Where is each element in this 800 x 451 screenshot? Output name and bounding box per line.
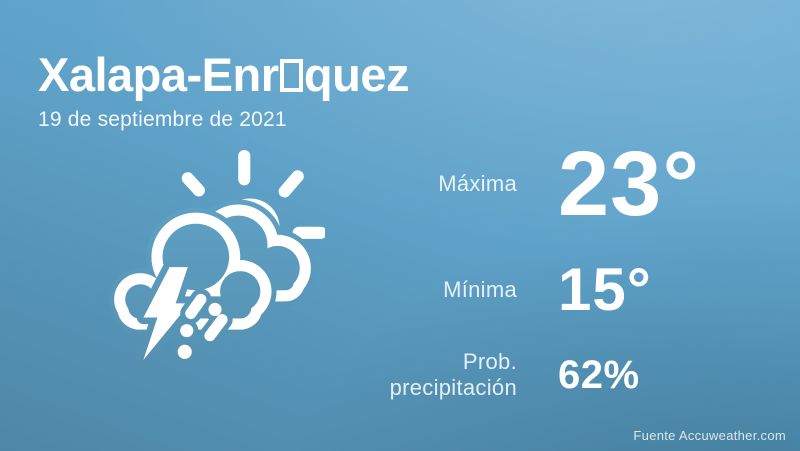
max-temp-row: Máxima 23° bbox=[330, 138, 700, 230]
precipitation-value: 62% bbox=[558, 353, 640, 397]
min-temp-value: 15° bbox=[558, 256, 652, 323]
max-temp-value: 23° bbox=[558, 133, 701, 235]
thunderstorm-sun-icon bbox=[109, 150, 328, 367]
date-text: 19 de septiembre de 2021 bbox=[38, 108, 287, 132]
missing-glyph-box: □ bbox=[279, 58, 303, 92]
weather-condition-icon bbox=[103, 146, 328, 368]
precipitation-row: Prob. precipitación 62% bbox=[330, 343, 640, 407]
max-temp-label: Máxima bbox=[438, 171, 517, 196]
city-title-part1: Xalapa-Enr bbox=[38, 48, 279, 101]
source-credit: Fuente Accuweather.com bbox=[633, 428, 786, 443]
header: Xalapa-Enr□quez 19 de septiembre de 2021 bbox=[38, 50, 409, 132]
lightning-icon bbox=[136, 260, 197, 367]
precipitation-label: Prob. precipitación bbox=[389, 349, 517, 400]
city-title-part2: quez bbox=[303, 48, 410, 101]
min-temp-label: Mínima bbox=[443, 277, 517, 302]
min-temp-row: Mínima 15° bbox=[330, 252, 652, 328]
city-title: Xalapa-Enr□quez bbox=[38, 50, 409, 99]
rain-icon bbox=[172, 288, 233, 364]
